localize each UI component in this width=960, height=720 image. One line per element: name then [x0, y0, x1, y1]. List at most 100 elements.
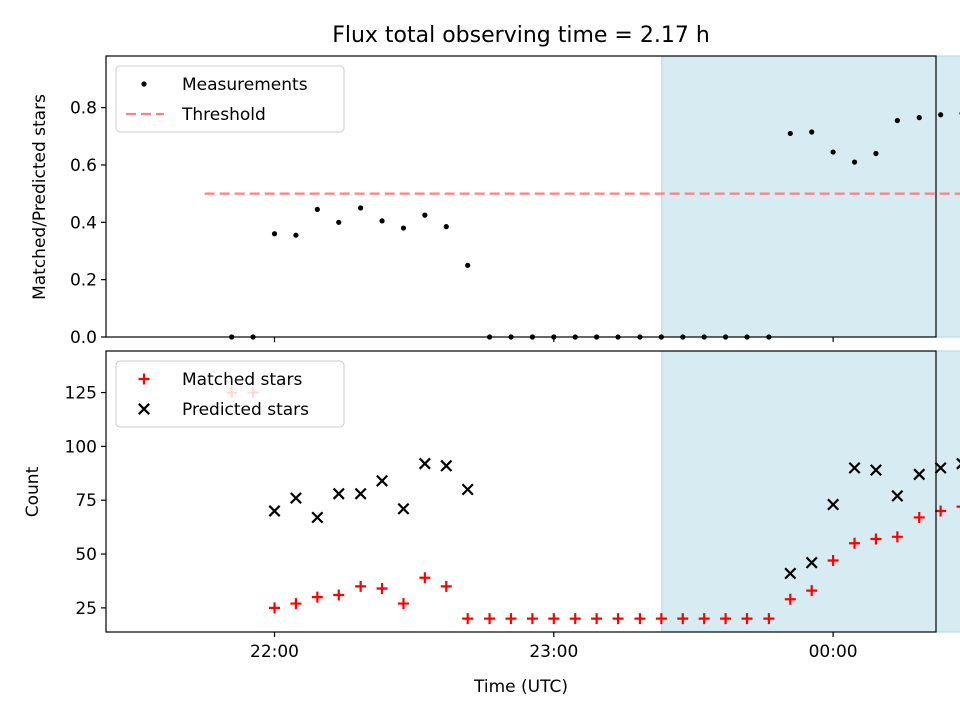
x-tick-label: 00:00: [809, 642, 858, 662]
data-point: [913, 468, 926, 481]
data-point: [526, 613, 538, 625]
data-point: [484, 613, 496, 625]
legend-label: Matched stars: [182, 370, 302, 390]
axes-frame: [105, 350, 937, 633]
data-point: [314, 206, 320, 213]
data-point: [698, 613, 710, 625]
legend-label: Predicted stars: [182, 400, 309, 420]
data-point: [891, 531, 903, 543]
data-point: [505, 613, 517, 625]
data-point: [333, 589, 345, 601]
data-point: [462, 613, 474, 625]
data-point: [440, 459, 453, 472]
data-point: [677, 613, 689, 625]
data-point: [956, 457, 960, 470]
axes-frame: [105, 55, 937, 338]
data-point: [355, 580, 367, 592]
data-point: [787, 130, 793, 137]
data-point: [293, 232, 299, 238]
data-point: [290, 598, 302, 610]
legend-swatch: [141, 81, 147, 87]
data-point: [830, 149, 836, 155]
data-point: [741, 613, 753, 625]
data-point: [268, 505, 281, 517]
highlight-span: [661, 55, 960, 338]
data-point: [934, 461, 947, 474]
plot-layer: 0.0 0.2 0.4 0.6 0.8 Measurements Threshold 25 50…: [65, 55, 960, 662]
data-point: [271, 231, 278, 237]
bottom-y-axis-label: Count: [23, 466, 43, 517]
chart-panel-2: 25507510012522:0023:0000:0001:0002:0003:…: [65, 350, 960, 662]
data-point: [269, 602, 281, 614]
legend: Measurements Threshold: [115, 65, 345, 133]
data-point: [870, 533, 882, 545]
data-point: [873, 150, 879, 157]
data-point: [784, 567, 797, 580]
data-point: [358, 205, 364, 211]
legend-swatch: [138, 373, 150, 385]
y-tick-label: 125: [65, 384, 97, 404]
y-tick-label: 75: [75, 491, 97, 511]
legend-label: Threshold: [181, 105, 266, 125]
legend-box: [115, 65, 345, 133]
data-point: [809, 129, 815, 135]
data-point: [332, 487, 345, 500]
data-point: [548, 613, 560, 625]
data-point: [311, 591, 323, 603]
data-point: [916, 115, 922, 121]
data-point: [634, 613, 646, 625]
data-point: [354, 487, 367, 500]
series-1-1: [229, 111, 960, 340]
data-point: [827, 555, 839, 567]
data-point: [612, 613, 624, 625]
data-point: [422, 212, 428, 218]
top-y-axis-label: Matched/Predicted stars: [30, 94, 50, 300]
data-point: [379, 218, 385, 224]
data-point: [805, 556, 818, 569]
x-tick-label: 23:00: [529, 642, 578, 662]
data-point: [465, 262, 471, 268]
data-point: [806, 585, 818, 597]
data-point: [913, 511, 925, 523]
legend-label: Measurements: [182, 75, 308, 95]
data-point: [827, 498, 840, 511]
data-point: [397, 598, 409, 610]
data-point: [289, 492, 302, 505]
y-tick-label: 100: [65, 437, 97, 457]
data-point: [336, 219, 342, 225]
x-axis-label: Time (UTC): [473, 677, 568, 697]
y-tick-label: 0.8: [70, 99, 97, 119]
series-2-2: [268, 457, 960, 580]
y-tick-label: 0.2: [70, 271, 97, 291]
chart-title: Flux total observing time = 2.17 h: [332, 23, 710, 48]
data-point: [569, 613, 581, 625]
data-point: [784, 593, 796, 605]
data-point: [311, 511, 324, 524]
data-point: [956, 505, 960, 508]
data-point: [891, 489, 904, 502]
data-point: [440, 580, 452, 592]
data-point: [376, 583, 388, 595]
legend: Matched stars Predicted stars: [115, 360, 345, 428]
data-point: [419, 572, 431, 584]
data-point: [397, 502, 410, 515]
data-point: [655, 613, 667, 625]
data-point: [400, 225, 407, 231]
y-tick-label: 0.4: [70, 213, 97, 233]
data-point: [894, 117, 900, 124]
legend-swatch: [138, 403, 150, 415]
data-point: [848, 461, 861, 474]
x-tick-label: 22:00: [250, 642, 299, 662]
y-tick-label: 50: [75, 545, 97, 565]
data-point: [869, 464, 882, 477]
chart-panel-1: 0.0 0.2 0.4 0.6 0.8 Measurements Threshold: [70, 55, 960, 348]
legend-box: [115, 360, 345, 428]
data-point: [376, 474, 389, 487]
data-point: [591, 613, 603, 625]
data-point: [851, 159, 858, 165]
data-point: [938, 112, 944, 118]
data-point: [720, 613, 732, 625]
series-2-1: [226, 387, 960, 625]
data-point: [418, 457, 431, 470]
